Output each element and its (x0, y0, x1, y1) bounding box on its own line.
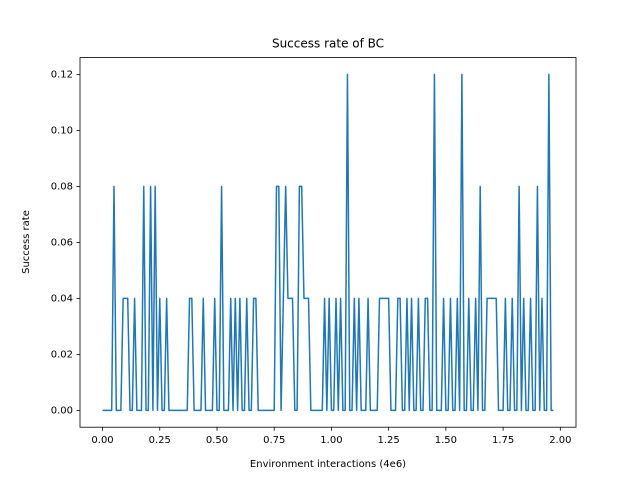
y-tick-label: 0.04 (51, 293, 73, 304)
x-tick-label: 0.25 (149, 435, 171, 446)
y-tick-label: 0.08 (51, 181, 73, 192)
x-axis-label: Environment interactions (4e6) (250, 459, 406, 470)
data-line (102, 73, 554, 412)
x-tick-label: 0.50 (206, 435, 228, 446)
y-tick-label: 0.00 (51, 405, 73, 416)
chart-title: Success rate of BC (272, 37, 384, 51)
x-tick-label: 1.00 (320, 435, 342, 446)
x-tick-label: 0.75 (263, 435, 285, 446)
x-tick-label: 1.50 (435, 435, 457, 446)
x-tick-label: 1.25 (378, 435, 400, 446)
y-tick-label: 0.12 (51, 69, 73, 80)
y-axis-label: Success rate (21, 210, 32, 274)
y-tick-label: 0.02 (51, 349, 73, 360)
x-tick-label: 2.00 (549, 435, 571, 446)
y-tick-label: 0.10 (51, 125, 73, 136)
y-tick-label: 0.06 (51, 237, 73, 248)
x-tick-label: 0.00 (91, 435, 113, 446)
axes-frame (79, 57, 577, 428)
x-tick-label: 1.75 (492, 435, 514, 446)
